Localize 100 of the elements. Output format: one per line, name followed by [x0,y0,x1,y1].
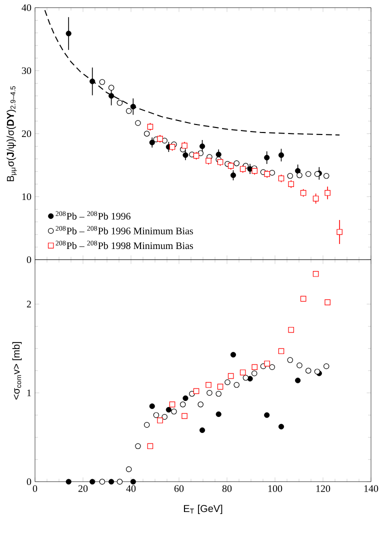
point [198,402,204,408]
point [323,173,330,179]
point [247,376,253,382]
point [90,478,96,484]
y-tick-label: 30 [22,67,32,74]
x-tick-label: 60 [174,485,184,492]
point [157,418,163,424]
point [171,408,177,414]
point [264,171,270,177]
legend-label: $^{208}$Pb – $^{208}$Pb 1996 [56,211,130,220]
point [166,406,172,413]
point [126,466,132,472]
line-series [44,10,340,136]
point [206,390,212,396]
point [278,152,284,158]
point [199,427,206,433]
point [296,362,302,368]
y-tick-label: 40 [22,4,32,12]
x-tick-label: 0 [32,485,38,492]
point [162,414,168,420]
point [287,357,294,363]
point [147,443,154,450]
point [264,154,270,160]
point [278,348,284,354]
point [180,402,186,408]
point [228,162,234,169]
point [295,168,301,174]
point [157,136,163,142]
point [116,478,123,485]
point [240,166,246,172]
point [240,370,246,376]
point [264,412,270,418]
point [228,373,234,379]
point [198,150,204,156]
legend-label: $^{208}$Pb – $^{208}$Pb 1996 Minimum Bias [56,226,193,234]
point [264,360,270,366]
point [182,395,188,402]
point [217,384,224,390]
x-tick-label: 40 [126,485,136,492]
point [147,124,154,130]
point [288,181,294,187]
point [116,100,123,106]
point [216,390,222,397]
point [169,144,176,150]
x-tick-label: 80 [222,485,232,492]
y-tick-label: 0 [26,478,32,486]
point [278,176,284,182]
point [300,190,306,196]
point [182,152,188,158]
point [130,478,136,484]
point [216,152,222,158]
point [169,402,176,408]
point [296,172,302,178]
point [336,229,342,235]
point [182,142,188,149]
point [305,368,312,374]
point [234,160,240,166]
point [269,364,276,370]
point [252,168,258,174]
point [287,173,294,179]
point [66,30,72,36]
point [230,352,236,358]
point [199,144,206,150]
point [99,478,106,485]
point [234,382,240,388]
y-axis-title: <σ$_{com}$v> [mb] [12,342,22,400]
point [153,412,160,418]
y-tick-label: 0 [26,256,32,264]
point [108,93,114,99]
point [324,190,330,196]
y-axis-title: B$_{μμ}$σ(J/ψ)/σ(DY)$_{2.9–4.5}$ [6,86,17,182]
point [324,299,330,306]
x-axis-title: E$_{T}$ [GeV] [184,504,222,514]
point [206,382,212,388]
legend-label: $^{208}$Pb – $^{208}$Pb 1998 Minimum Bias [56,240,193,250]
point [269,170,276,176]
point [300,296,306,302]
point [90,78,96,84]
y-tick-label: 20 [22,130,32,138]
point [323,363,330,370]
point [135,120,141,126]
point [295,378,301,384]
y-tick-label: 10 [22,193,32,200]
point [305,171,312,177]
x-tick-label: 100 [268,485,282,492]
point [130,104,136,110]
point [99,79,106,85]
point [252,364,258,370]
point [189,390,195,397]
point [144,130,150,137]
point [108,84,114,91]
point [312,196,319,202]
point [182,413,188,419]
point [216,411,222,417]
point [217,159,224,165]
point [108,478,114,484]
point [242,374,249,381]
x-tick-label: 20 [78,485,88,492]
point [144,422,150,428]
y-tick-label: 2 [26,300,31,308]
